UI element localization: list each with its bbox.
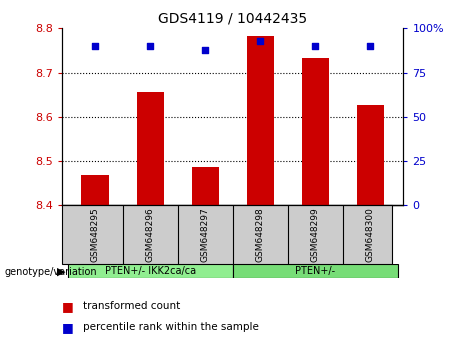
Bar (233, 264, 398, 278)
Bar (68, 264, 233, 278)
Text: ■: ■ (62, 321, 74, 334)
Bar (136, 92, 164, 205)
Text: ■: ■ (62, 300, 74, 313)
Point (201, 47, 209, 52)
Text: GSM648300: GSM648300 (366, 207, 375, 262)
Bar (247, 36, 274, 205)
Text: transformed count: transformed count (83, 301, 180, 311)
Text: genotype/variation: genotype/variation (5, 267, 97, 276)
Point (366, 43, 374, 49)
Bar (301, 58, 329, 205)
Text: percentile rank within the sample: percentile rank within the sample (83, 322, 259, 332)
Point (312, 43, 319, 49)
Text: GSM648295: GSM648295 (91, 207, 100, 262)
Text: GSM648297: GSM648297 (201, 207, 210, 262)
Text: GSM648296: GSM648296 (146, 207, 155, 262)
Point (147, 43, 154, 49)
Text: GSM648298: GSM648298 (256, 207, 265, 262)
Text: PTEN+/- IKK2ca/ca: PTEN+/- IKK2ca/ca (105, 266, 196, 276)
Title: GDS4119 / 10442435: GDS4119 / 10442435 (158, 12, 307, 26)
Bar (357, 105, 384, 205)
Text: ▶: ▶ (57, 267, 65, 276)
Point (92, 43, 99, 49)
Bar (82, 175, 109, 205)
Point (257, 38, 264, 44)
Text: GSM648299: GSM648299 (311, 207, 320, 262)
Bar (191, 167, 219, 205)
Text: PTEN+/-: PTEN+/- (296, 266, 336, 276)
